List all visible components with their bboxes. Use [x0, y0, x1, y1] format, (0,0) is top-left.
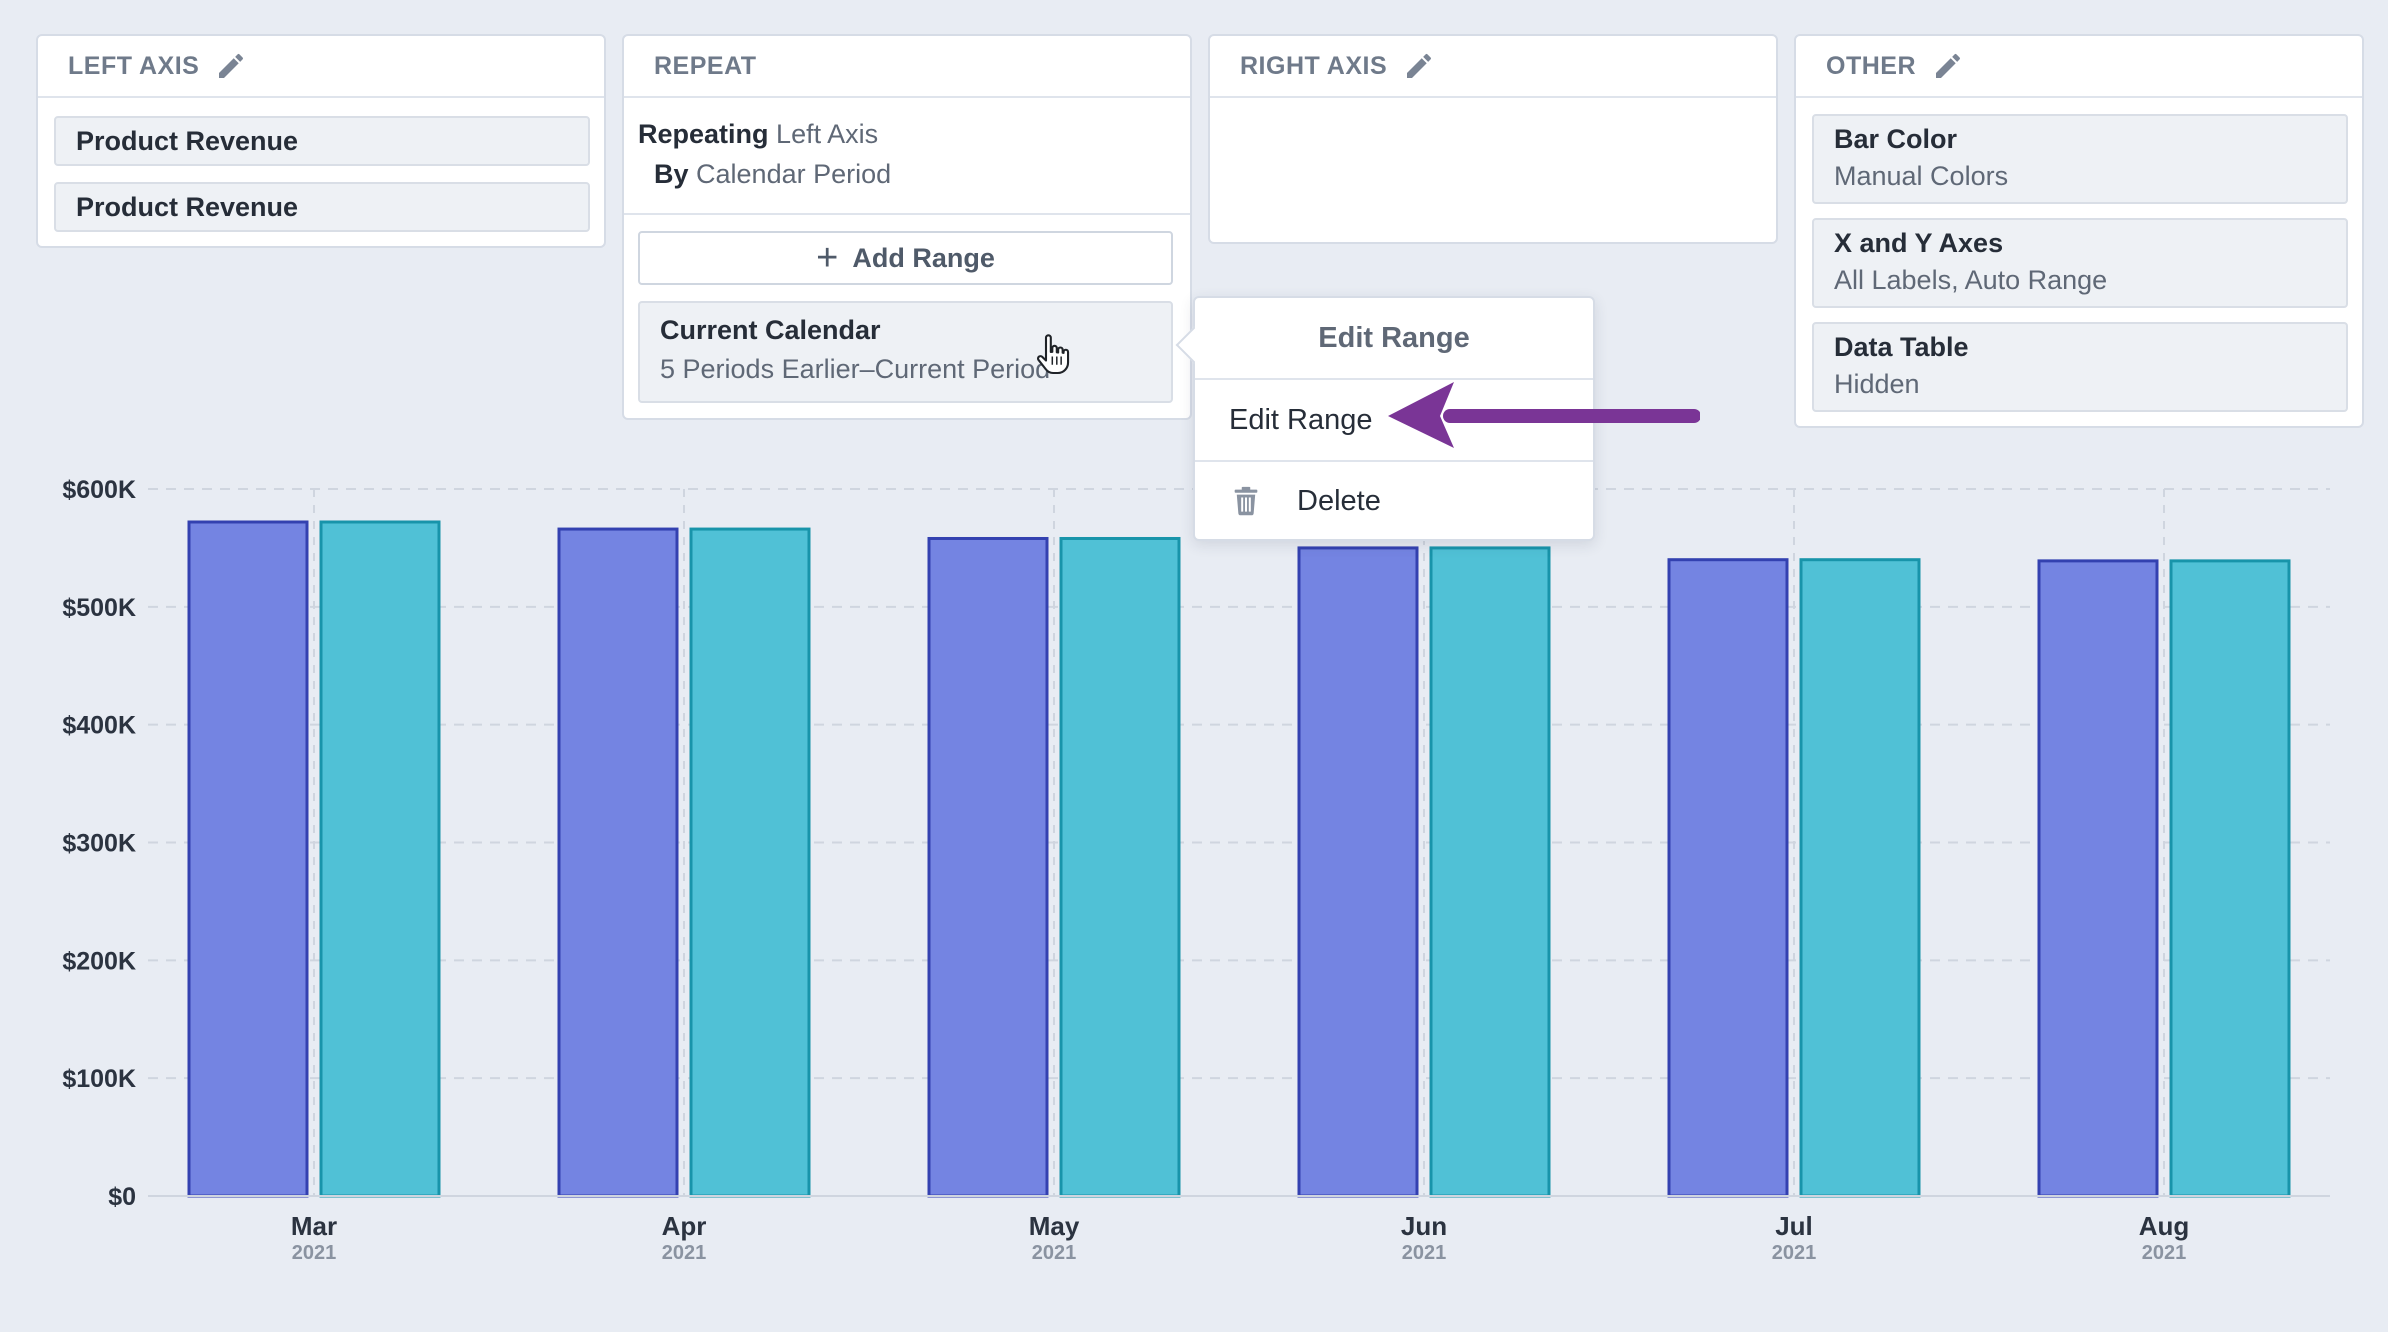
left-axis-item-label: Product Revenue: [76, 125, 299, 156]
other-item-axes[interactable]: X and Y Axes All Labels, Auto Range: [1812, 218, 2348, 308]
x-tick-year: 2021: [2142, 1242, 2187, 1264]
bar: [187, 520, 309, 1198]
x-tick-year: 2021: [1032, 1242, 1077, 1264]
x-tick-label: Apr: [662, 1211, 707, 1241]
bar: [1667, 558, 1789, 1198]
bar: [927, 536, 1049, 1198]
pencil-icon[interactable]: [1403, 50, 1435, 82]
range-subtitle: 5 Periods Earlier–Current Period: [660, 354, 1051, 384]
bar: [2037, 559, 2159, 1198]
bar: [319, 520, 441, 1198]
bar: [1429, 546, 1551, 1198]
other-title: OTHER: [1826, 51, 1916, 80]
y-tick-label: $400K: [62, 712, 136, 740]
other-item-data-table[interactable]: Data Table Hidden: [1812, 322, 2348, 412]
x-tick-year: 2021: [292, 1242, 337, 1264]
x-tick-year: 2021: [662, 1242, 707, 1264]
repeating-value: Left Axis: [776, 119, 879, 149]
other-header: OTHER: [1796, 36, 2362, 98]
y-tick-label: $200K: [62, 947, 136, 975]
x-tick-label: May: [1029, 1211, 1080, 1241]
bar: [557, 527, 679, 1198]
left-axis-item[interactable]: Product Revenue: [54, 182, 590, 232]
pencil-icon[interactable]: [215, 50, 247, 82]
right-axis-panel: RIGHT AXIS: [1208, 34, 1778, 244]
left-axis-item[interactable]: Product Revenue: [54, 116, 590, 166]
by-label: By: [654, 159, 689, 189]
range-card[interactable]: Current Calendar 5 Periods Earlier–Curre…: [638, 301, 1173, 403]
menu-item-edit-range[interactable]: Edit Range: [1195, 380, 1593, 460]
right-axis-title: RIGHT AXIS: [1240, 51, 1388, 80]
repeat-info: Repeating Left Axis By Calendar Period: [638, 114, 891, 194]
menu-title: Edit Range: [1195, 298, 1593, 380]
x-tick-label: Jun: [1401, 1211, 1447, 1241]
bar: [2169, 559, 2291, 1198]
x-tick-year: 2021: [1772, 1242, 1817, 1264]
add-range-button[interactable]: + Add Range: [638, 231, 1173, 285]
x-tick-label: Mar: [291, 1211, 337, 1241]
y-tick-label: $600K: [62, 476, 136, 504]
other-item-title: Data Table: [1834, 332, 1969, 362]
repeating-label: Repeating: [638, 119, 769, 149]
other-panel: OTHER Bar Color Manual Colors X and Y Ax…: [1794, 34, 2364, 428]
other-item-bar-color[interactable]: Bar Color Manual Colors: [1812, 114, 2348, 204]
other-item-title: Bar Color: [1834, 124, 1958, 154]
bar-chart: $0$100K$200K$300K$400K$500K$600KMar2021A…: [62, 476, 2330, 1264]
menu-item-label: Delete: [1297, 484, 1381, 517]
bar: [689, 527, 811, 1198]
pencil-icon[interactable]: [1932, 50, 1964, 82]
add-range-label: Add Range: [852, 242, 995, 273]
menu-item-delete[interactable]: Delete: [1195, 460, 1593, 540]
y-tick-label: $300K: [62, 830, 136, 858]
bar: [1297, 546, 1419, 1198]
left-axis-panel: LEFT AXIS Product Revenue Product Revenu…: [36, 34, 606, 248]
arrow-icon: [1388, 382, 1700, 448]
right-axis-header: RIGHT AXIS: [1210, 36, 1776, 98]
range-title: Current Calendar: [660, 315, 881, 345]
divider: [624, 213, 1190, 215]
repeat-panel: REPEAT Repeating Left Axis By Calendar P…: [622, 34, 1192, 420]
hand-cursor-icon: [1037, 334, 1070, 375]
y-tick-label: $0: [108, 1183, 136, 1211]
trash-icon: [1234, 486, 1258, 516]
x-tick-year: 2021: [1402, 1242, 1447, 1264]
y-tick-label: $500K: [62, 594, 136, 622]
other-item-title: X and Y Axes: [1834, 228, 2004, 258]
y-tick-label: $100K: [62, 1065, 136, 1093]
repeat-title: REPEAT: [654, 51, 757, 80]
left-axis-title: LEFT AXIS: [68, 51, 200, 80]
x-tick-label: Jul: [1775, 1211, 1813, 1241]
other-item-sub: All Labels, Auto Range: [1834, 265, 2108, 295]
other-item-sub: Manual Colors: [1834, 161, 2009, 191]
bar: [1059, 536, 1181, 1198]
plus-icon: +: [816, 237, 839, 279]
bar: [1799, 558, 1921, 1198]
repeat-header: REPEAT: [624, 36, 1190, 98]
by-value: Calendar Period: [696, 159, 892, 189]
left-axis-header: LEFT AXIS: [38, 36, 604, 98]
x-tick-label: Aug: [2139, 1211, 2190, 1241]
other-item-sub: Hidden: [1834, 369, 1920, 399]
left-axis-item-label: Product Revenue: [76, 191, 299, 222]
menu-item-label: Edit Range: [1229, 403, 1373, 436]
